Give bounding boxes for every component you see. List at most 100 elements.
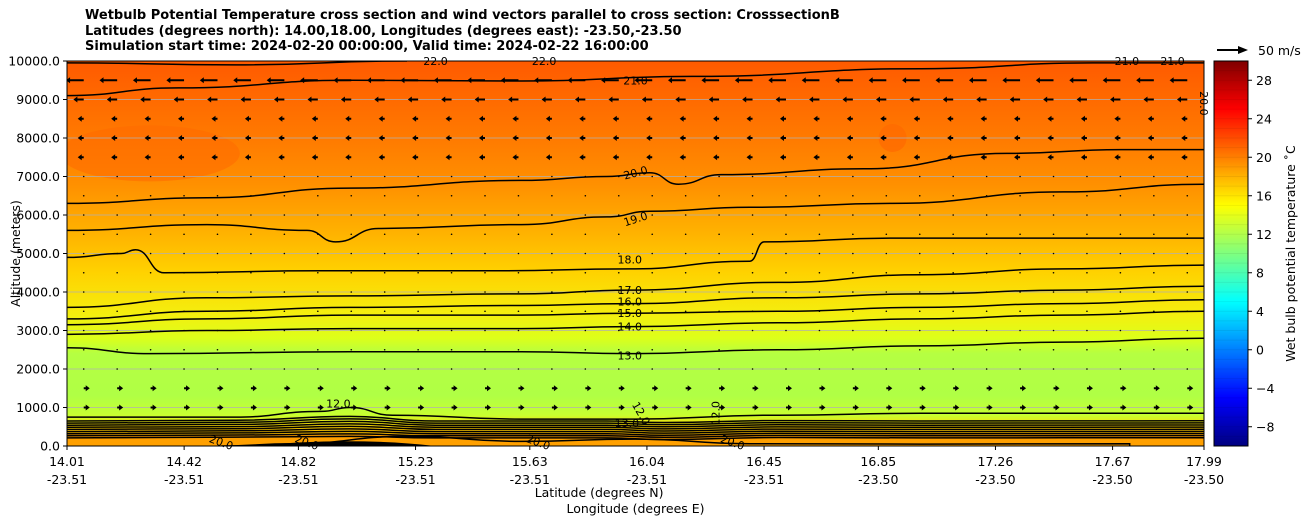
wind-vector [751, 194, 754, 197]
boundary-contour-line [67, 435, 1204, 441]
wind-vector-head [207, 96, 212, 103]
wind-vector-head [913, 135, 918, 141]
wind-vector [885, 271, 888, 274]
wind-vector [450, 310, 453, 313]
contour-label: 13.0 [615, 417, 640, 430]
wind-vector-head [601, 77, 606, 84]
wind-vector-head [77, 135, 82, 141]
wind-vector-head [1047, 115, 1052, 122]
wind-vector [952, 175, 954, 178]
wind-vector [852, 348, 854, 351]
wind-vector [551, 194, 553, 197]
wind-vector [183, 310, 185, 313]
wind-vector-head [721, 385, 726, 392]
wind-vector [551, 175, 553, 178]
wind-vector-head [955, 404, 960, 411]
y-tick-label: 1000.0 [16, 400, 60, 415]
wind-vector [1119, 175, 1122, 178]
wind-vector [383, 233, 386, 236]
wind-vector [818, 233, 821, 236]
wind-vector-head [1047, 135, 1052, 141]
wind-vector [149, 329, 152, 332]
wind-vector [116, 194, 118, 197]
wind-vector-head [453, 385, 458, 392]
wind-vector [718, 233, 720, 236]
wind-vector [250, 175, 252, 178]
wind-vector [383, 194, 386, 197]
wind-vector [450, 233, 453, 236]
wind-vector [1119, 252, 1122, 255]
x-tick-label-longitude: -23.51 [744, 472, 784, 487]
wind-vector-head [412, 115, 417, 122]
wind-vector-head [1069, 77, 1074, 84]
wind-vector [517, 194, 520, 197]
wind-vector [551, 252, 553, 255]
wind-vector-head [173, 96, 178, 103]
wind-vector-head [353, 404, 358, 411]
quiver-key-arrowhead-icon [1238, 46, 1248, 54]
wind-vector [985, 214, 988, 216]
wind-vector [785, 368, 787, 370]
wind-vector-head [1110, 96, 1115, 103]
wind-vector-head [500, 77, 505, 84]
wind-vector [283, 329, 286, 332]
wind-vector [417, 310, 419, 313]
wind-vector-head [775, 96, 780, 103]
wind-vector-head [579, 154, 584, 161]
wind-vector [116, 271, 118, 274]
wind-vector [183, 214, 185, 216]
wind-vector [317, 368, 319, 370]
wind-vector [183, 291, 185, 293]
wind-vector-head [888, 404, 893, 411]
wind-vector [149, 214, 152, 216]
wind-vector-head [553, 404, 558, 411]
wind-vector-head [274, 96, 279, 103]
wind-vector [484, 175, 486, 178]
wind-vector [116, 233, 118, 236]
wind-vector [1153, 329, 1155, 332]
wind-vector [82, 252, 85, 255]
wind-vector-head [988, 404, 993, 411]
wind-vector [283, 271, 286, 274]
wind-vector [918, 214, 921, 216]
wind-vector [216, 175, 219, 178]
contour-line-20-surface [221, 435, 1131, 446]
wind-vector [918, 368, 921, 370]
wind-vector [985, 348, 988, 351]
wind-vector-head [579, 115, 584, 122]
wind-vector-head [1088, 385, 1093, 392]
wind-vector-head [813, 154, 818, 161]
wind-vector [852, 291, 854, 293]
wind-vector-head [386, 385, 391, 392]
wind-vector-head [620, 385, 625, 392]
wind-vector [450, 252, 453, 255]
wind-vector [1086, 214, 1088, 216]
wind-vector [417, 291, 419, 293]
wind-vector [885, 329, 888, 332]
wind-vector [785, 194, 787, 197]
wind-vector [918, 329, 921, 332]
wind-vector-head [333, 77, 338, 84]
wind-vector [985, 233, 988, 236]
wind-vector [1186, 252, 1189, 255]
wind-vector-head [1189, 385, 1194, 392]
wind-vector [82, 233, 85, 236]
wind-vector [484, 252, 486, 255]
wind-vector [383, 329, 386, 332]
wind-vector [718, 271, 720, 274]
wind-vector [1086, 194, 1088, 197]
wind-vector-head [319, 385, 324, 392]
wind-vector-head [913, 154, 918, 161]
wind-vector [551, 348, 553, 351]
wind-vector-head [1181, 135, 1186, 141]
wind-vector [350, 175, 353, 178]
wind-vector [183, 252, 185, 255]
wind-vector [216, 348, 219, 351]
wind-vector [785, 291, 787, 293]
wind-vector-head [646, 115, 651, 122]
wind-vector-head [947, 135, 952, 141]
y-tick-label: 9000.0 [16, 92, 60, 107]
wind-vector [1186, 329, 1189, 332]
wind-vector-head [319, 404, 324, 411]
wind-vector-head [345, 154, 350, 161]
